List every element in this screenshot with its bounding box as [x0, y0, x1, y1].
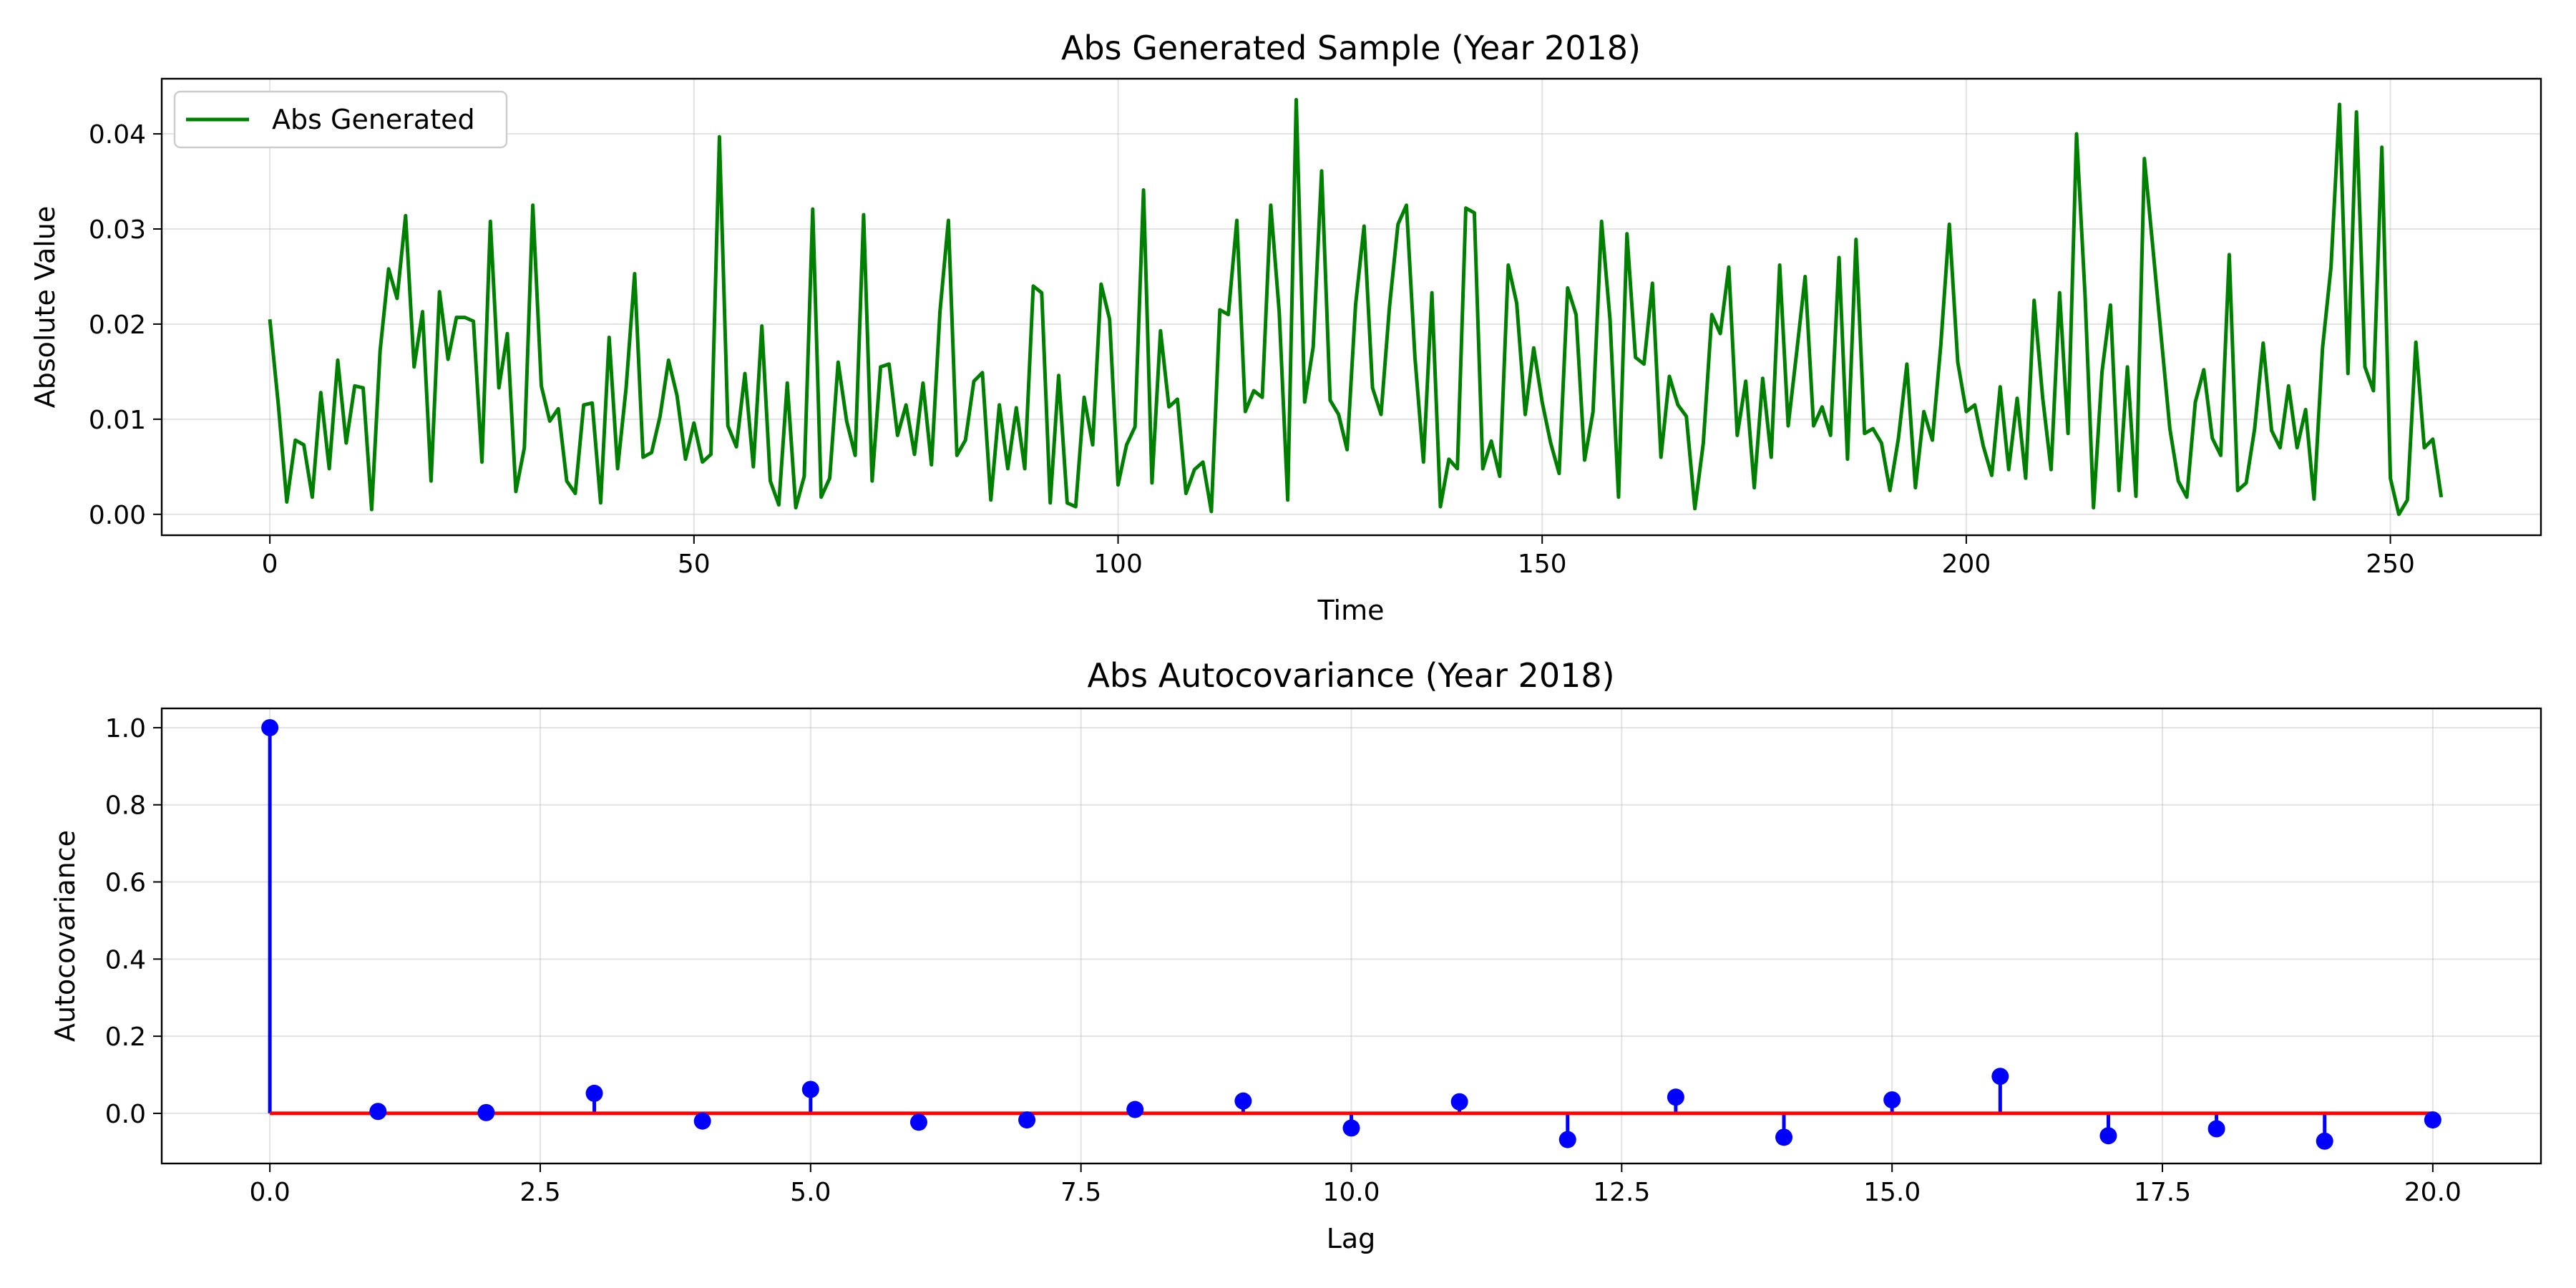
legend-label-abs-generated: Abs Generated — [272, 104, 475, 135]
x-axis-label: Time — [1317, 595, 1385, 626]
stem-marker — [1883, 1091, 1901, 1109]
y-axis: 0.00 0.01 0.02 0.03 0.04 — [89, 120, 162, 530]
stem-marker — [1126, 1101, 1144, 1118]
y-tick-label: 1.0 — [105, 714, 146, 743]
x-tick-label: 150 — [1518, 550, 1567, 579]
stem-marker — [909, 1113, 927, 1131]
stem-marker — [2424, 1111, 2441, 1129]
x-tick-label: 200 — [1942, 550, 1991, 579]
plot-frame — [160, 77, 2542, 537]
stem-marker — [801, 1080, 819, 1098]
y-tick-label: 0.8 — [105, 791, 146, 821]
y-axis-label: Absolute Value — [29, 206, 61, 409]
stem-marker — [1018, 1111, 1036, 1129]
stem-marker — [261, 718, 279, 736]
stem-marker — [2099, 1127, 2117, 1145]
stem-marker — [1775, 1128, 1793, 1146]
stem-marker — [2316, 1132, 2333, 1150]
chart-title: Abs Generated Sample (Year 2018) — [1061, 29, 1641, 67]
stem-marker — [1558, 1131, 1576, 1148]
stem-marker — [1667, 1088, 1684, 1106]
y-tick-label: 0.01 — [89, 406, 146, 435]
legend-frame — [173, 90, 508, 149]
x-axis: 0.0 2.5 5.0 7.5 10.0 12.5 15.0 17.5 20.0 — [250, 1163, 2462, 1207]
y-axis-label: Autocovariance — [49, 830, 81, 1042]
y-tick-label: 0.6 — [105, 869, 146, 898]
x-tick-label: 100 — [1093, 550, 1143, 579]
grid — [162, 708, 2541, 1163]
series-line-abs-generated — [268, 97, 2444, 517]
stem-marker — [1450, 1093, 1468, 1111]
y-tick-label: 0.03 — [89, 215, 146, 245]
x-tick-label: 10.0 — [1322, 1178, 1380, 1207]
x-tick-label: 2.5 — [519, 1178, 560, 1207]
x-tick-label: 12.5 — [1593, 1178, 1650, 1207]
stem-marker — [1234, 1092, 1252, 1110]
markers — [261, 718, 2441, 1150]
y-tick-label: 0.4 — [105, 945, 146, 975]
y-tick-label: 0.2 — [105, 1023, 146, 1052]
chart-title: Abs Autocovariance (Year 2018) — [1087, 656, 1614, 695]
stem-marker — [2207, 1120, 2225, 1138]
abs-autocovariance-chart: Abs Autocovariance (Year 2018) 0.0 2.5 5.0… — [49, 656, 2542, 1254]
stem-marker — [585, 1084, 603, 1102]
x-tick-label: 17.5 — [2134, 1178, 2191, 1207]
abs-generated-sample-chart: Abs Generated Sample (Year 2018) 0 50 100 1… — [29, 29, 2542, 626]
y-tick-label: 0.00 — [89, 501, 146, 530]
y-tick-label: 0.04 — [89, 120, 146, 150]
x-tick-label: 250 — [2366, 550, 2415, 579]
x-axis-label: Lag — [1327, 1223, 1376, 1254]
y-tick-label: 0.0 — [105, 1100, 146, 1129]
stem-marker — [477, 1103, 495, 1121]
y-tick-label: 0.02 — [89, 311, 146, 340]
stem-marker — [1991, 1068, 2009, 1085]
x-tick-label: 20.0 — [2404, 1178, 2462, 1207]
grid — [162, 79, 2541, 535]
x-tick-label: 0 — [262, 550, 278, 579]
stem-marker — [693, 1112, 711, 1130]
stem-marker — [1342, 1119, 1360, 1137]
x-tick-label: 15.0 — [1863, 1178, 1921, 1207]
x-axis: 0 50 100 150 200 250 — [262, 535, 2415, 579]
legend: Abs Generated — [173, 90, 508, 149]
x-tick-label: 7.5 — [1060, 1178, 1101, 1207]
x-tick-label: 50 — [678, 550, 711, 579]
x-tick-label: 5.0 — [790, 1178, 831, 1207]
y-axis: 0.0 0.2 0.4 0.6 0.8 1.0 — [105, 714, 162, 1129]
stem-marker — [369, 1103, 387, 1121]
x-tick-label: 0.0 — [250, 1178, 291, 1207]
